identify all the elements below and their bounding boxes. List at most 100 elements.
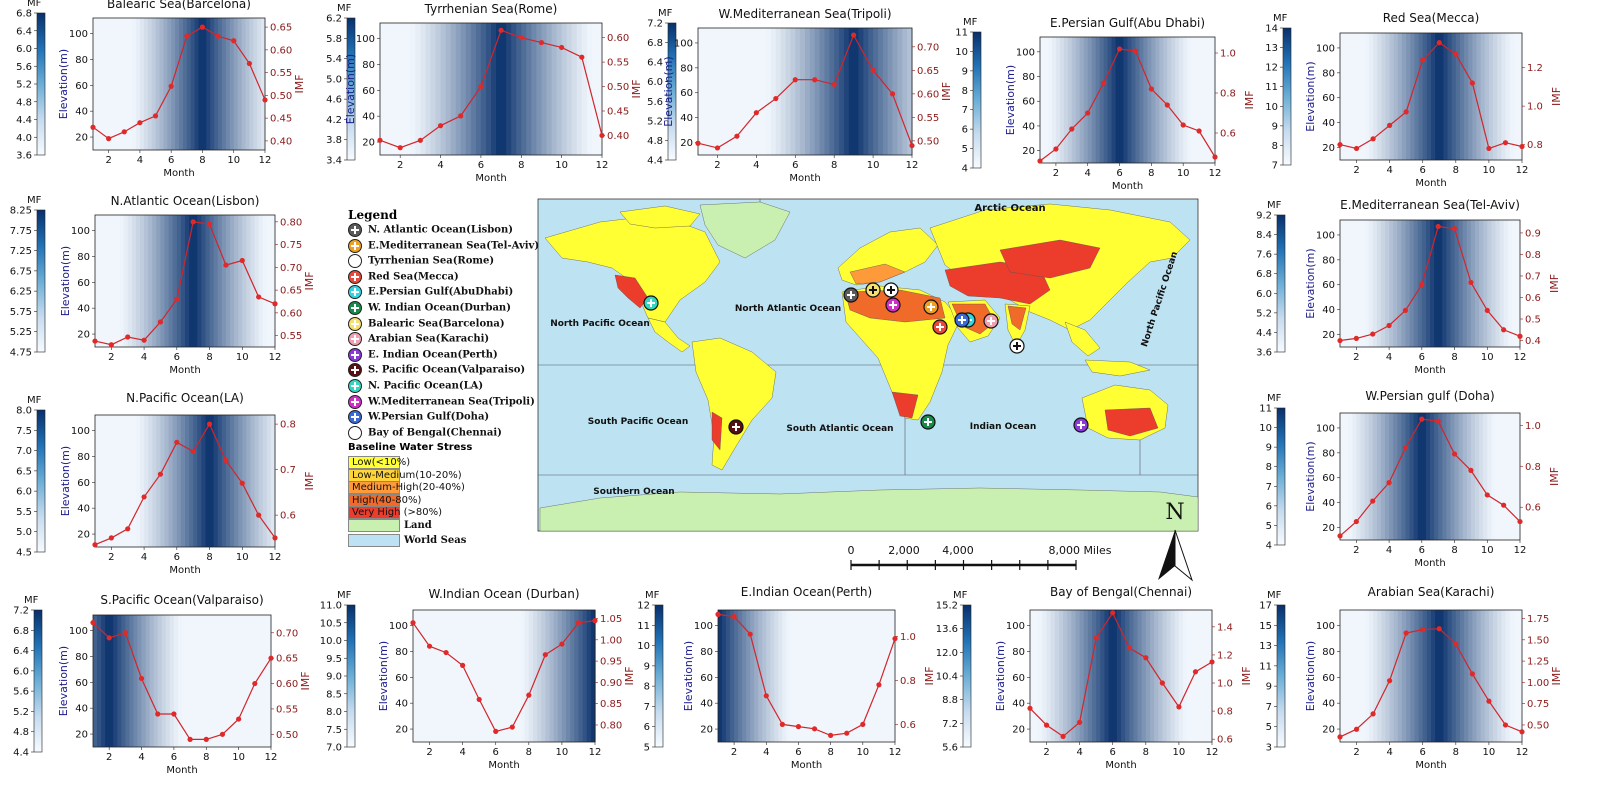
contour-band xyxy=(262,215,268,347)
contour-band xyxy=(97,615,102,747)
contour-band xyxy=(1385,413,1390,540)
legend-site-marker xyxy=(348,269,362,284)
colorbar-tick-label: 9 xyxy=(962,66,968,77)
plot-frame xyxy=(92,614,272,748)
colorbar-tick-label: 9 xyxy=(1266,443,1272,454)
contour-band xyxy=(1443,33,1449,160)
contour-band xyxy=(541,610,546,742)
y-axis-label: Elevation(m) xyxy=(1304,61,1317,131)
colorbar xyxy=(1276,407,1286,546)
chart-title: W.Indian Ocean (Durban) xyxy=(428,587,579,601)
contour-band xyxy=(1472,610,1478,742)
contour-band xyxy=(1108,610,1114,742)
contour-band xyxy=(902,28,908,155)
north-arrow-left xyxy=(1158,530,1175,580)
imf-point xyxy=(460,662,466,668)
world-map: Arctic Ocean North Atlantic Ocean North Pa… xyxy=(537,198,1199,582)
contour-band xyxy=(95,415,100,547)
contour-band xyxy=(103,415,108,547)
land-indonesia xyxy=(1084,359,1151,377)
contour-band xyxy=(156,215,162,347)
plot-frame xyxy=(1339,32,1523,161)
contour-band xyxy=(738,610,743,742)
contour-band xyxy=(1158,610,1163,742)
contour-band xyxy=(197,215,202,347)
x-tick-label: 2 xyxy=(1353,352,1359,363)
contour-band xyxy=(1438,220,1443,347)
contour-band xyxy=(1426,610,1432,742)
water-stress-label: Low(<10%) xyxy=(352,457,411,468)
contour-band xyxy=(466,610,472,742)
contour-band xyxy=(1163,37,1168,163)
y-tick-label: 80 xyxy=(75,652,88,663)
contour-band xyxy=(1507,413,1513,540)
y2-axis-label: IMF xyxy=(1550,666,1563,685)
legend-site-marker xyxy=(348,301,362,315)
imf-point xyxy=(106,136,112,142)
imf-point xyxy=(1484,492,1490,498)
y-tick-label: 20 xyxy=(75,730,88,741)
contour-band xyxy=(1435,33,1440,160)
contour-band xyxy=(234,415,239,547)
contour-band xyxy=(1483,220,1488,347)
contour-band xyxy=(262,615,268,747)
contour-band xyxy=(717,28,723,155)
contour-band xyxy=(217,415,223,547)
chart-title: Balearic Sea(Barcelona) xyxy=(107,0,251,11)
contour-band xyxy=(210,615,215,747)
imf-point xyxy=(1353,726,1360,732)
plot-frame xyxy=(1039,36,1216,164)
imf-point xyxy=(125,334,131,340)
contour-band xyxy=(1119,37,1125,163)
colorbar-tick-label: 7 xyxy=(962,105,968,116)
imf-point xyxy=(108,342,114,348)
colorbar-tick-label: 11 xyxy=(1265,82,1278,93)
contour-band xyxy=(1042,610,1048,742)
contour-band xyxy=(1344,413,1349,540)
contour-band xyxy=(1385,220,1390,347)
x-axis-label: Month xyxy=(488,760,519,771)
colorbar-tick-label: 4.5 xyxy=(16,548,32,559)
contour-band xyxy=(707,28,714,155)
legend-site-label: Bay of Bengal(Chennai) xyxy=(368,427,502,439)
x-tick-label: 12 xyxy=(906,160,919,171)
y2-tick-label: 0.50 xyxy=(276,730,298,741)
imf-point xyxy=(1053,146,1059,152)
contour-band xyxy=(225,18,231,150)
contour-band xyxy=(590,610,596,742)
y-tick-label: 60 xyxy=(1322,673,1335,684)
imf-point xyxy=(559,641,565,647)
y-axis-label: Elevation(m) xyxy=(662,56,675,126)
imf-point xyxy=(190,448,196,455)
contour-band xyxy=(250,615,256,747)
imf-point xyxy=(174,296,180,302)
contour-band xyxy=(1405,220,1411,347)
colorbar-tick-label: 15 xyxy=(1259,621,1272,632)
imf-point xyxy=(526,692,532,698)
contour-band xyxy=(175,18,180,150)
y2-tick-label: 1.25 xyxy=(1527,657,1549,668)
legend-site-item: E.Mediterranean Sea(Tel-Aviv) xyxy=(348,238,539,253)
land-antarctica xyxy=(539,487,1199,532)
colorbar-tick-label: 10.4 xyxy=(936,672,958,683)
imf-point xyxy=(268,655,274,661)
imf-point xyxy=(417,137,423,143)
imf-point xyxy=(125,526,131,532)
imf-point xyxy=(1212,154,1218,160)
y-tick-label: 40 xyxy=(680,113,693,124)
y2-axis-label: IMF xyxy=(940,82,953,101)
legend-site-item: W. Indian Ocean(Durban) xyxy=(348,301,511,315)
water-stress-swatch xyxy=(348,456,400,469)
contour-band xyxy=(839,28,845,155)
contour-band xyxy=(237,18,243,150)
contour-band xyxy=(1443,610,1449,742)
imf-point xyxy=(1370,136,1376,142)
contour-band xyxy=(1421,413,1427,540)
y-tick-label: 100 xyxy=(694,621,713,632)
contour-band xyxy=(1459,610,1465,742)
colorbar-tick-label: 6.8 xyxy=(13,626,29,637)
contour-band xyxy=(874,610,880,742)
contour-band xyxy=(824,28,830,155)
imf-point xyxy=(889,91,896,97)
y2-tick-label: 0.8 xyxy=(1525,462,1541,473)
